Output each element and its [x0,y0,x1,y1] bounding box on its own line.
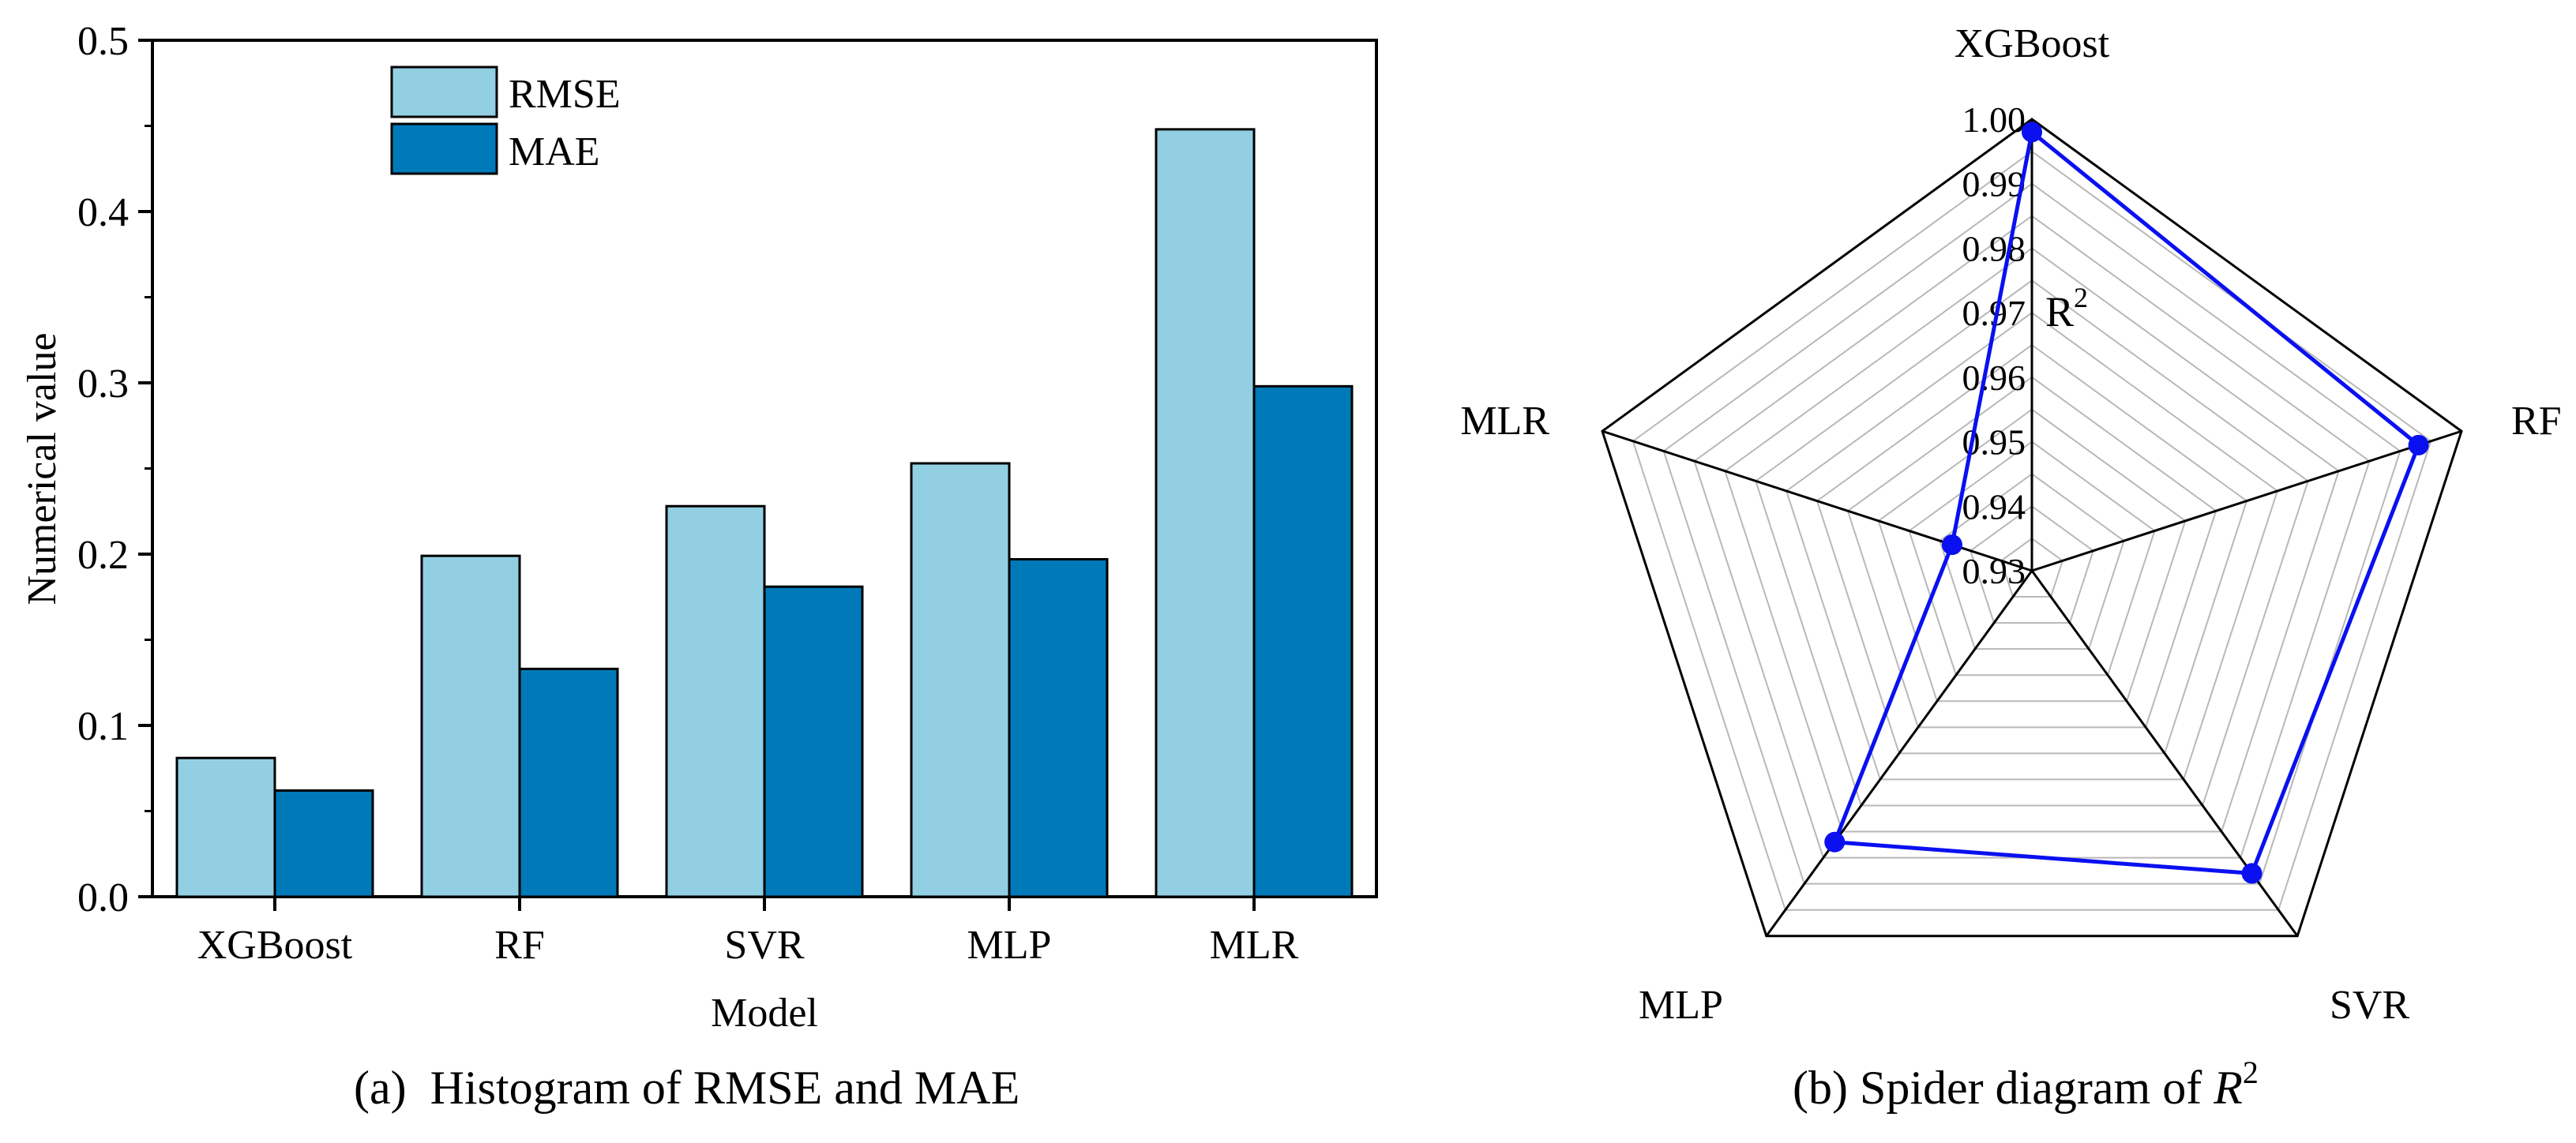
radar-spoke [2031,429,2462,572]
radar-point-rf [2408,434,2429,455]
radar-spokes [1602,119,2462,937]
y-tick-label: 0.2 [77,533,129,578]
radar-category-svr: SVR [2330,983,2409,1028]
radar-caption-text: (b) Spider diagram of [1793,1062,2214,1114]
radar-grid [1601,118,2463,938]
radar-tick-label: 0.99 [1962,164,2026,204]
radar-axis-label: R2 [2045,282,2088,335]
bar-rmse-mlr [1155,128,1256,898]
y-tick-label: 0.0 [77,875,129,920]
bar-mae-svr [763,585,864,898]
radar-point-mlr [1941,534,1962,556]
radar-tick-label: 0.96 [1962,358,2026,398]
bar-series [175,128,1354,898]
radar-category-mlp: MLP [1639,983,1723,1028]
x-tick-label: SVR [724,923,804,968]
bar-mae-mlp [1008,558,1109,898]
bar-chart-caption: (a) Histogram of RMSE and MAE [354,1062,1020,1114]
bar-mae-xgboost [273,789,374,898]
radar-category-mlr: MLR [1460,399,1549,444]
radar-outer-ring [1601,118,2463,938]
radar-axis-label-main: R [2045,288,2074,335]
radar-tick-label: 1.00 [1962,99,2026,140]
radar-tick-label: 0.98 [1962,228,2026,268]
radar-point-xgboost [2022,122,2042,143]
x-tick-label: MLP [967,923,1052,968]
bar-legend: RMSE MAE [390,66,621,175]
bar-y-axis: 0.0 0.1 0.2 0.3 0.4 0.5 [77,19,152,920]
radar-series-line [1831,128,2421,876]
radar-point-svr [2241,863,2262,884]
radar-point-mlp [1824,831,1846,853]
legend-swatch-mae [390,122,498,175]
radar-grid-ring [2000,537,2064,598]
bar-rmse-xgboost [175,756,276,898]
bar-x-axis-title: Model [711,991,818,1036]
bar-rmse-svr [665,504,766,898]
radar-grid-ring [1877,408,2187,703]
radar-grid-ring [1632,150,2432,911]
radar-grid-ring [1816,343,2248,755]
x-tick-label: RF [494,923,545,968]
radar-grid-ring [1662,182,2401,885]
radar-category-xgboost: XGBoost [1955,21,2110,66]
radar-tick-label: 0.94 [1962,486,2026,527]
x-tick-label: XGBoost [197,923,353,968]
bar-y-axis-title: Numerical value [20,332,65,605]
radar-grid-ring [1908,440,2156,676]
bar-chart-panel: 0.0 0.1 0.2 0.3 0.4 0.5 XGBoost RF SVR MLP MLR RM… [20,19,1378,1114]
radar-series [1824,122,2429,884]
bar-rmse-rf [420,554,521,898]
radar-tick-labels: 0.930.940.950.960.970.980.991.00 [1962,99,2026,591]
legend-label-rmse: RMSE [509,72,621,117]
radar-grid-ring [1970,505,2094,624]
radar-tick-label: 0.93 [1962,551,2026,591]
radar-spoke [1765,570,2033,937]
y-tick-label: 0.3 [77,362,129,407]
radar-category-labels: XGBoost RF SVR MLP MLR [1460,21,2561,1028]
radar-grid-ring [1846,376,2217,729]
radar-caption-math: R [2213,1062,2243,1114]
legend-label-mae: MAE [509,129,600,174]
bar-rmse-mlp [910,462,1011,898]
radar-grid-ring [1724,247,2340,833]
radar-caption-sup: 2 [2243,1055,2259,1090]
y-tick-label: 0.5 [77,19,129,64]
legend-swatch-rmse [390,66,498,118]
radar-category-rf: RF [2511,399,2562,444]
y-tick-label: 0.4 [77,190,129,235]
bar-mae-rf [518,667,619,898]
radar-axis-label-sup: 2 [2074,282,2088,313]
y-tick-label: 0.1 [77,704,129,749]
bar-x-axis: XGBoost RF SVR MLP MLR [197,897,1299,968]
x-tick-label: MLR [1210,923,1299,968]
radar-grid-ring [1755,279,2309,807]
radar-chart-panel: 0.930.940.950.960.970.980.991.00 XGBoost… [1460,21,2561,1114]
radar-grid-ring [1785,311,2279,781]
bar-mae-mlr [1252,384,1354,898]
radar-chart-caption: (b) Spider diagram of R2 [1793,1055,2259,1114]
